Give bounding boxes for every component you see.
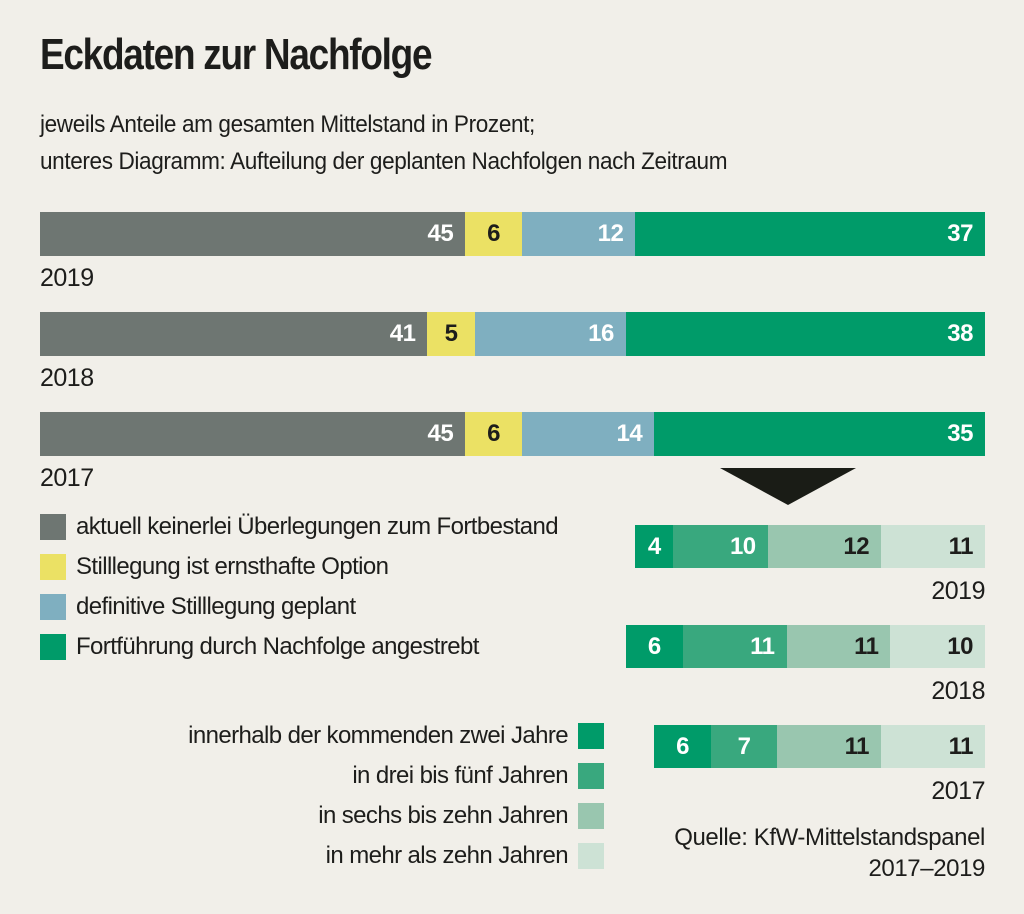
legend-item: in sechs bis zehn Jahren bbox=[188, 802, 604, 829]
legend-swatch-icon bbox=[578, 723, 604, 749]
bar-segment: 11 bbox=[682, 625, 787, 668]
segment-value: 37 bbox=[947, 220, 973, 247]
legend-label: innerhalb der kommenden zwei Jahre bbox=[188, 722, 568, 749]
bar-segment: 6 bbox=[625, 625, 683, 668]
top-bar-row-2017: 45 6 14 35 bbox=[40, 412, 985, 456]
segment-value: 45 bbox=[427, 420, 454, 447]
bar-segment: 4 bbox=[635, 525, 674, 568]
legend-item: aktuell keinerlei Überlegungen zum Fortb… bbox=[40, 513, 559, 540]
bar-segment: 12 bbox=[521, 212, 636, 256]
bar-segment: 10 bbox=[890, 625, 985, 668]
source-note: Quelle: KfW-Mittelstandspanel 2017–2019 bbox=[674, 822, 985, 884]
segment-value: 6 bbox=[487, 220, 501, 247]
top-chart-legend: aktuell keinerlei Überlegungen zum Fortb… bbox=[40, 513, 559, 674]
subtitle-line-2: unteres Diagramm: Aufteilung der geplant… bbox=[40, 148, 728, 175]
segment-value: 12 bbox=[597, 220, 624, 247]
legend-label: aktuell keinerlei Überlegungen zum Fortb… bbox=[76, 513, 559, 540]
segment-value: 11 bbox=[948, 532, 974, 560]
legend-label: definitive Stilllegung geplant bbox=[76, 593, 356, 620]
bar-segment: 38 bbox=[625, 312, 985, 356]
segment-value: 11 bbox=[948, 732, 974, 760]
bar-segment: 41 bbox=[40, 312, 428, 356]
top-year-label: 2019 bbox=[40, 264, 94, 292]
legend-label: in sechs bis zehn Jahren bbox=[318, 802, 568, 829]
bottom-bar-row-2017: 6 7 11 11 bbox=[654, 725, 985, 768]
bar-segment: 6 bbox=[654, 725, 711, 768]
source-line-2: 2017–2019 bbox=[868, 855, 985, 882]
top-bar-row-2018: 41 5 16 38 bbox=[40, 312, 985, 356]
bar-segment: 7 bbox=[710, 725, 778, 768]
bar-segment: 11 bbox=[786, 625, 891, 668]
segment-value: 45 bbox=[427, 220, 454, 247]
legend-swatch-icon bbox=[40, 514, 66, 540]
segment-value: 4 bbox=[647, 532, 661, 560]
legend-item: Fortführung durch Nachfolge angestrebt bbox=[40, 633, 558, 660]
segment-value: 6 bbox=[647, 632, 661, 660]
chart-subtitle: jeweils Anteile am gesamten Mittelstand … bbox=[40, 106, 728, 180]
segment-value: 41 bbox=[389, 320, 416, 347]
segment-value: 7 bbox=[737, 732, 751, 760]
legend-item: Stilllegung ist ernsthafte Option bbox=[40, 553, 558, 580]
page-title: Eckdaten zur Nachfolge bbox=[40, 30, 433, 79]
legend-label: Fortführung durch Nachfolge angestrebt bbox=[76, 633, 479, 660]
legend-swatch-icon bbox=[578, 843, 604, 869]
top-bar-row-2019: 45 6 12 37 bbox=[40, 212, 985, 256]
segment-value: 11 bbox=[750, 632, 775, 660]
arrow-down-icon bbox=[720, 468, 856, 505]
legend-item: in drei bis fünf Jahren bbox=[188, 762, 604, 789]
bar-segment: 6 bbox=[465, 212, 522, 256]
legend-swatch-icon bbox=[578, 763, 604, 789]
legend-label: in mehr als zehn Jahren bbox=[325, 842, 569, 869]
segment-value: 35 bbox=[947, 420, 973, 447]
legend-label: in drei bis fünf Jahren bbox=[352, 762, 568, 789]
subtitle-line-1: jeweils Anteile am gesamten Mittelstand … bbox=[40, 111, 535, 138]
source-line-1: Quelle: KfW-Mittelstandspanel bbox=[674, 824, 985, 851]
bottom-bar-row-2018: 6 11 11 10 bbox=[625, 625, 985, 668]
bar-segment: 14 bbox=[521, 412, 655, 456]
bar-segment: 37 bbox=[635, 212, 985, 256]
legend-item: definitive Stilllegung geplant bbox=[40, 593, 558, 620]
bar-segment: 6 bbox=[465, 412, 522, 456]
bar-segment: 11 bbox=[777, 725, 882, 768]
bar-segment: 10 bbox=[673, 525, 768, 568]
legend-swatch-icon bbox=[578, 803, 604, 829]
bottom-year-label: 2019 bbox=[931, 577, 985, 605]
segment-value: 6 bbox=[487, 420, 501, 447]
segment-value: 16 bbox=[588, 320, 614, 347]
bar-segment: 16 bbox=[474, 312, 626, 356]
segment-value: 5 bbox=[444, 320, 458, 347]
bottom-chart-legend: innerhalb der kommenden zwei Jahre in dre… bbox=[188, 722, 604, 883]
bar-segment: 11 bbox=[881, 725, 985, 768]
segment-value: 38 bbox=[947, 320, 973, 347]
segment-value: 6 bbox=[676, 732, 690, 760]
bar-segment: 45 bbox=[40, 212, 466, 256]
segment-value: 14 bbox=[616, 420, 643, 447]
legend-item: innerhalb der kommenden zwei Jahre bbox=[188, 722, 604, 749]
bottom-year-label: 2017 bbox=[931, 777, 985, 805]
legend-label: Stilllegung ist ernsthafte Option bbox=[76, 553, 389, 580]
bottom-bar-row-2019: 4 10 12 11 bbox=[635, 525, 985, 568]
segment-value: 10 bbox=[729, 532, 756, 560]
segment-value: 11 bbox=[844, 732, 870, 760]
segment-value: 11 bbox=[854, 632, 879, 660]
legend-swatch-icon bbox=[40, 634, 66, 660]
bar-segment: 11 bbox=[881, 525, 985, 568]
top-year-label: 2017 bbox=[40, 464, 94, 492]
bottom-year-label: 2018 bbox=[931, 677, 985, 705]
top-year-label: 2018 bbox=[40, 364, 94, 392]
legend-swatch-icon bbox=[40, 594, 66, 620]
legend-item: in mehr als zehn Jahren bbox=[188, 842, 604, 869]
bar-segment: 45 bbox=[40, 412, 466, 456]
bar-segment: 35 bbox=[654, 412, 985, 456]
bar-segment: 5 bbox=[427, 312, 475, 356]
segment-value: 12 bbox=[843, 532, 870, 560]
bar-segment: 12 bbox=[767, 525, 882, 568]
legend-swatch-icon bbox=[40, 554, 66, 580]
segment-value: 10 bbox=[947, 632, 973, 660]
